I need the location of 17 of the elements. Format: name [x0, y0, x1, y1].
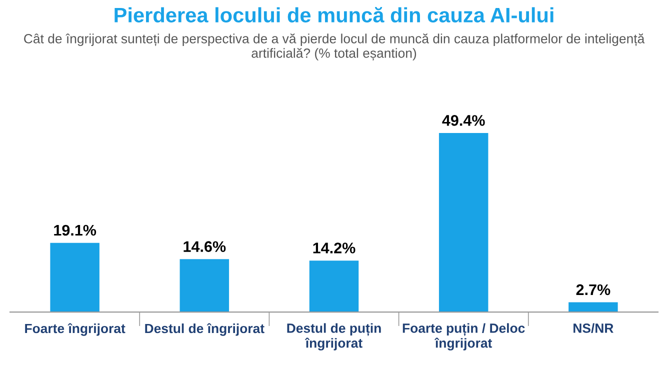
bar [568, 302, 618, 312]
bar [50, 242, 100, 312]
bar [180, 259, 230, 312]
chart-subtitle: Cât de îngrijorat sunteți de perspectiva de a vă pierde locul de muncă din cauza platformelor de inteligență artificială? (% total eșantion) [24, 34, 645, 60]
data-label: 2.7% [576, 284, 610, 296]
x-tick-label: Destul de îngrijorat [145, 323, 264, 336]
bar [309, 260, 359, 312]
x-tick-label: Foarte îngrijorat [25, 323, 126, 336]
bar [438, 133, 488, 312]
chart-title: Pierderea locului de muncă din cauza AI-ului [114, 6, 554, 23]
x-tick-label: Foarte puțin / Deloc îngrijorat [402, 323, 525, 350]
data-label: 49.4% [442, 115, 485, 126]
x-tick-label: Destul de puțin îngrijorat [287, 323, 381, 350]
data-label: 14.2% [313, 242, 356, 254]
data-label: 14.6% [184, 241, 226, 252]
x-tick-label: NS/NR [574, 323, 614, 334]
data-label: 19.1% [54, 224, 96, 236]
